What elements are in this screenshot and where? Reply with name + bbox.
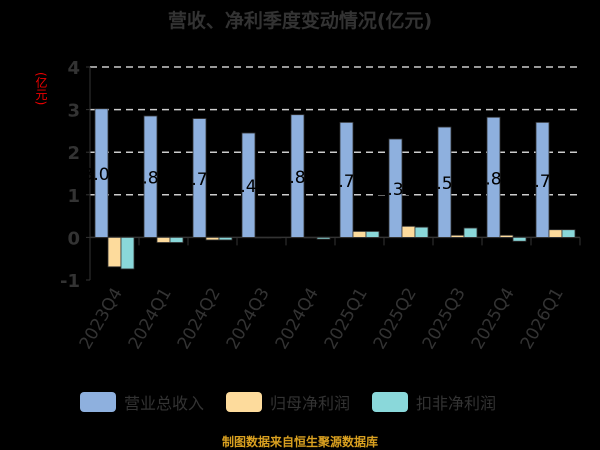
data-label: 2.79 xyxy=(181,170,219,190)
bar-0 xyxy=(94,108,109,238)
legend-swatch xyxy=(226,392,263,412)
x-tick-label: 2025Q2 xyxy=(370,285,421,353)
legend: 营业总收入 归母净利润 扣非净利润 xyxy=(80,390,504,414)
bar-0 xyxy=(486,116,501,238)
y-tick-label: 2 xyxy=(67,143,80,164)
bar-0 xyxy=(290,114,305,238)
x-tick-label: 2025Q1 xyxy=(321,285,372,353)
data-label: 2.82 xyxy=(475,169,513,189)
bar-2 xyxy=(414,226,429,238)
source-footer: 制图数据来自恒生聚源数据库 xyxy=(221,435,378,449)
bar-0 xyxy=(437,126,452,238)
bar-1 xyxy=(156,236,171,243)
data-label: 2.31 xyxy=(377,180,415,200)
x-tick-label: 2026Q1 xyxy=(517,285,568,353)
legend-swatch xyxy=(372,392,409,412)
legend-swatch xyxy=(80,392,116,412)
y-tick-label: 4 xyxy=(67,58,80,79)
bar-0 xyxy=(192,118,207,238)
data-label: 2.70 xyxy=(524,172,562,192)
y-tick-label: 1 xyxy=(67,186,80,207)
bar-2 xyxy=(267,236,282,239)
bar-1 xyxy=(401,225,416,238)
data-label: 2.88 xyxy=(279,168,317,188)
x-tick-label: 2024Q3 xyxy=(223,285,274,353)
legend-label: 扣非净利润 xyxy=(416,394,497,413)
x-tick-label: 2025Q4 xyxy=(468,285,519,353)
bar-1 xyxy=(254,236,269,239)
legend-label: 营业总收入 xyxy=(124,394,205,413)
bar-1 xyxy=(450,234,465,238)
x-tick-label: 2024Q2 xyxy=(174,285,225,353)
x-tick-label: 2024Q4 xyxy=(272,285,323,353)
legend-item-revenue[interactable]: 营业总收入 xyxy=(80,390,204,414)
data-label: 2.59 xyxy=(426,174,464,194)
bar-1 xyxy=(107,236,122,268)
y-tick-label: 3 xyxy=(67,101,80,122)
legend-label: 归母净利润 xyxy=(270,394,351,413)
bar-0 xyxy=(143,115,158,238)
bar-1 xyxy=(303,236,318,239)
bar-1 xyxy=(499,234,514,238)
y-tick-label: 0 xyxy=(67,228,80,249)
data-label: 2.45 xyxy=(230,177,268,197)
bar-0 xyxy=(535,121,550,238)
bar-1 xyxy=(205,236,220,241)
chart-title: 营收、净利季度变动情况(亿元) xyxy=(167,10,433,32)
y-tick-label: -1 xyxy=(60,271,80,292)
x-tick-label: 2023Q4 xyxy=(76,285,127,353)
bar-2 xyxy=(365,231,380,238)
bar-2 xyxy=(512,236,527,242)
bar-0 xyxy=(388,138,403,238)
bar-2 xyxy=(463,227,478,238)
bar-2 xyxy=(561,229,576,238)
bar-2 xyxy=(169,236,184,243)
bar-0 xyxy=(241,132,256,238)
bar-1 xyxy=(548,229,563,238)
bar-1 xyxy=(352,231,367,238)
legend-item-net-profit[interactable]: 归母净利润 xyxy=(226,390,350,414)
x-tick-label: 2025Q3 xyxy=(419,285,470,353)
data-label: 3.02 xyxy=(83,165,121,185)
bar-2 xyxy=(218,236,233,241)
bar-2 xyxy=(316,236,331,240)
x-tick-label: 2024Q1 xyxy=(125,285,176,353)
data-label: 2.70 xyxy=(328,172,366,192)
y-axis-unit-label: (亿元) xyxy=(34,72,48,106)
bar-2 xyxy=(120,236,135,270)
data-label: 2.85 xyxy=(132,169,170,189)
bar-0 xyxy=(339,121,354,238)
legend-item-deducted-net-profit[interactable]: 扣非净利润 xyxy=(372,390,496,414)
